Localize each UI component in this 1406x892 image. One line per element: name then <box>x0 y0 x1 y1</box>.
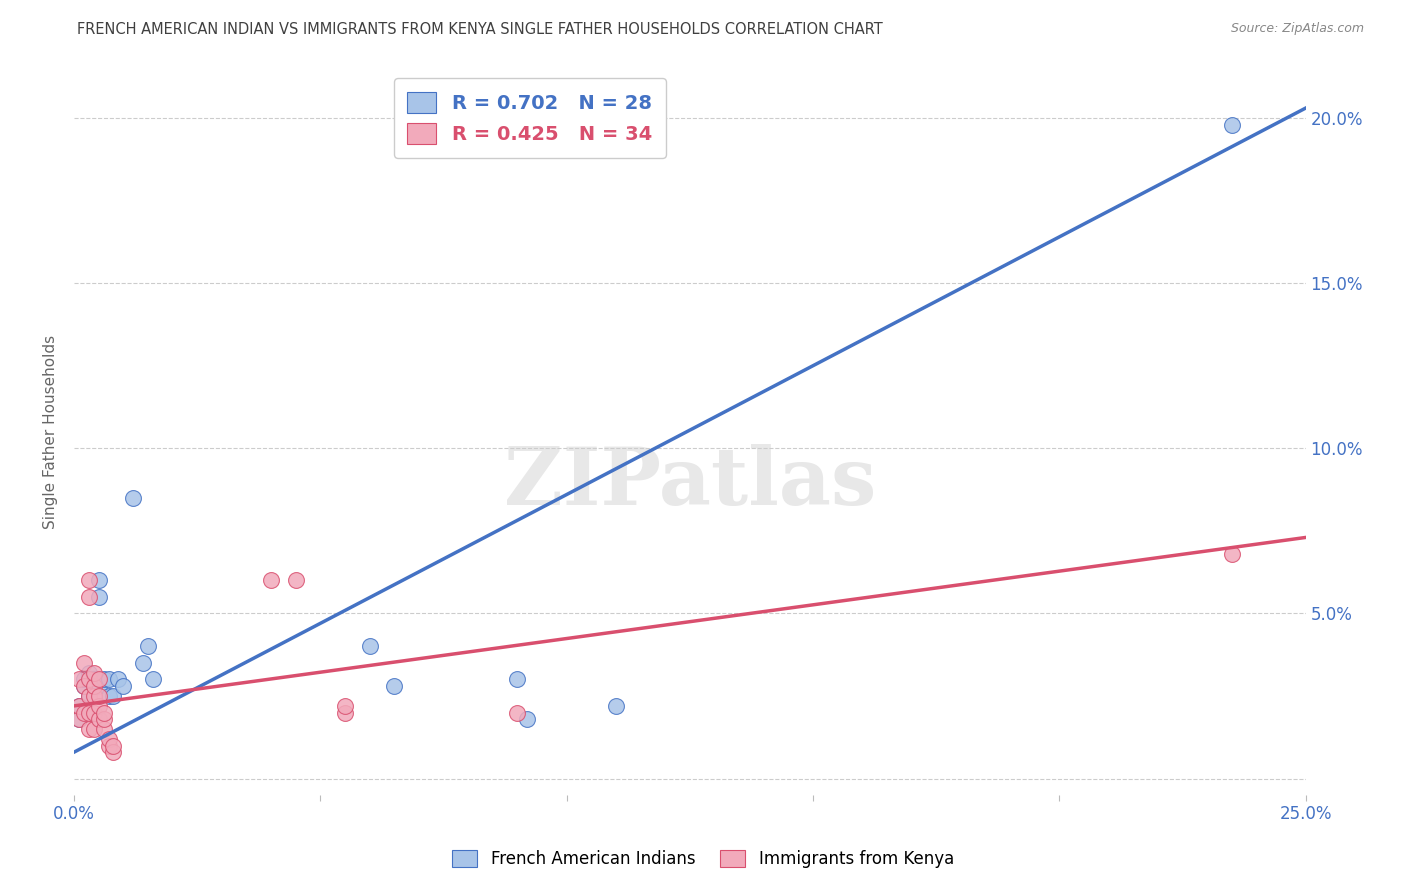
Point <box>83 673 105 687</box>
Point <box>83 722 105 736</box>
Point <box>97 739 120 753</box>
Point <box>103 689 125 703</box>
Point <box>132 656 155 670</box>
Point <box>382 679 405 693</box>
Point <box>67 712 90 726</box>
Point <box>83 665 105 680</box>
Point <box>87 590 110 604</box>
Point <box>1220 118 1243 132</box>
Point <box>142 673 165 687</box>
Point <box>87 574 110 588</box>
Point <box>333 706 356 720</box>
Legend: R = 0.702   N = 28, R = 0.425   N = 34: R = 0.702 N = 28, R = 0.425 N = 34 <box>394 78 666 158</box>
Point <box>333 698 356 713</box>
Point <box>77 590 100 604</box>
Point <box>67 698 90 713</box>
Point <box>77 574 100 588</box>
Point <box>260 574 283 588</box>
Point <box>73 679 96 693</box>
Point <box>77 689 100 703</box>
Point <box>87 689 110 703</box>
Point <box>77 706 100 720</box>
Text: FRENCH AMERICAN INDIAN VS IMMIGRANTS FROM KENYA SINGLE FATHER HOUSEHOLDS CORRELA: FRENCH AMERICAN INDIAN VS IMMIGRANTS FRO… <box>77 22 883 37</box>
Point <box>87 673 110 687</box>
Point <box>506 673 529 687</box>
Point <box>605 698 627 713</box>
Point <box>516 712 538 726</box>
Point <box>77 673 100 687</box>
Point <box>83 679 105 693</box>
Point <box>67 673 90 687</box>
Point <box>93 706 115 720</box>
Point <box>284 574 307 588</box>
Point <box>103 739 125 753</box>
Legend: French American Indians, Immigrants from Kenya: French American Indians, Immigrants from… <box>444 842 962 877</box>
Point <box>136 640 159 654</box>
Point <box>107 673 129 687</box>
Text: Source: ZipAtlas.com: Source: ZipAtlas.com <box>1230 22 1364 36</box>
Text: ZIPatlas: ZIPatlas <box>503 443 876 522</box>
Point <box>83 679 105 693</box>
Point <box>1220 547 1243 561</box>
Point <box>93 722 115 736</box>
Point <box>67 712 90 726</box>
Point <box>506 706 529 720</box>
Point <box>359 640 381 654</box>
Point <box>93 673 115 687</box>
Point <box>93 712 115 726</box>
Point <box>73 706 96 720</box>
Point <box>83 689 105 703</box>
Point <box>77 665 100 680</box>
Point <box>97 673 120 687</box>
Point <box>122 491 145 505</box>
Point <box>87 712 110 726</box>
Point <box>73 673 96 687</box>
Point <box>77 689 100 703</box>
Point <box>97 689 120 703</box>
Point <box>112 679 135 693</box>
Point <box>73 679 96 693</box>
Point <box>87 679 110 693</box>
Point <box>73 656 96 670</box>
Point <box>97 731 120 746</box>
Point <box>77 673 100 687</box>
Point <box>77 722 100 736</box>
Point <box>103 745 125 759</box>
Point <box>83 706 105 720</box>
Y-axis label: Single Father Households: Single Father Households <box>44 334 58 529</box>
Point <box>87 698 110 713</box>
Point <box>67 698 90 713</box>
